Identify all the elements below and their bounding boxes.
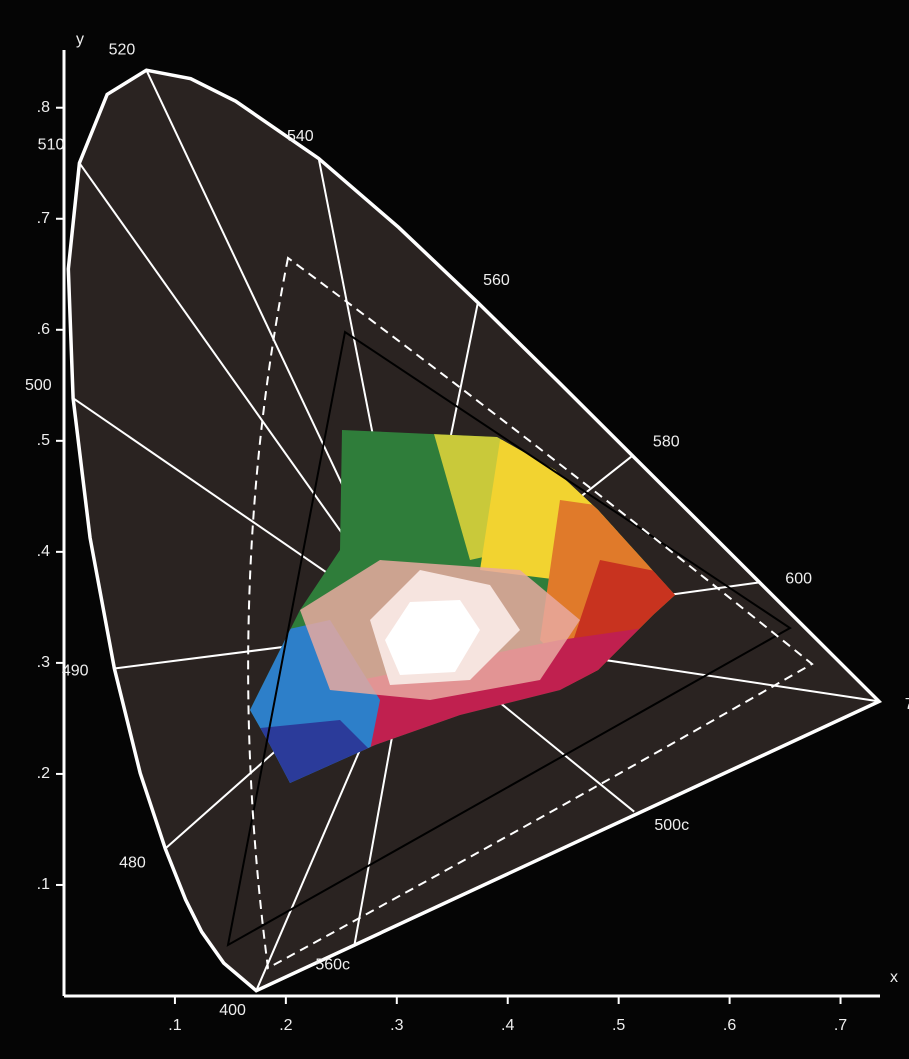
- x-tick-label: .5: [612, 1017, 625, 1034]
- wavelength-label: 400: [219, 1002, 246, 1019]
- gamut-white: [385, 600, 480, 675]
- x-tick-label: .6: [723, 1017, 736, 1034]
- y-tick-label: .7: [37, 210, 50, 227]
- wavelength-label: 580: [653, 433, 680, 450]
- wavelength-label: 490: [62, 662, 89, 679]
- x-axis-label: x: [890, 969, 898, 986]
- x-tick-label: .1: [168, 1017, 181, 1034]
- y-tick-label: .3: [37, 654, 50, 671]
- wavelength-label: 500c: [654, 817, 689, 834]
- wavelength-label: 560: [483, 272, 510, 289]
- wavelength-label: 560c: [315, 957, 350, 974]
- wavelength-label: 520: [109, 42, 136, 59]
- wavelength-label: 700: [905, 696, 909, 713]
- wavelength-label: 510: [38, 136, 65, 153]
- x-tick-label: .4: [501, 1017, 514, 1034]
- y-tick-label: .8: [37, 99, 50, 116]
- wavelength-label: 480: [119, 854, 146, 871]
- wavelength-label: 540: [287, 128, 314, 145]
- x-tick-label: .3: [390, 1017, 403, 1034]
- y-tick-label: .4: [37, 543, 50, 560]
- dashed-gamut-triangle: [247, 256, 814, 970]
- x-tick-label: .2: [279, 1017, 292, 1034]
- y-tick-label: .1: [37, 876, 50, 893]
- gamut-triangle: [226, 330, 792, 947]
- y-axis-label: y: [76, 31, 84, 48]
- wavelength-label: 500: [25, 377, 52, 394]
- y-tick-label: .2: [37, 765, 50, 782]
- y-tick-label: .6: [37, 321, 50, 338]
- x-tick-label: .7: [834, 1017, 847, 1034]
- wavelength-label: 600: [785, 571, 812, 588]
- y-tick-label: .5: [37, 432, 50, 449]
- axes: x y .1 .2 .3 .4 .5 .6 .7 .1 .2 .3 .4 .5 .6 .7 .8 400 480…: [25, 31, 909, 1034]
